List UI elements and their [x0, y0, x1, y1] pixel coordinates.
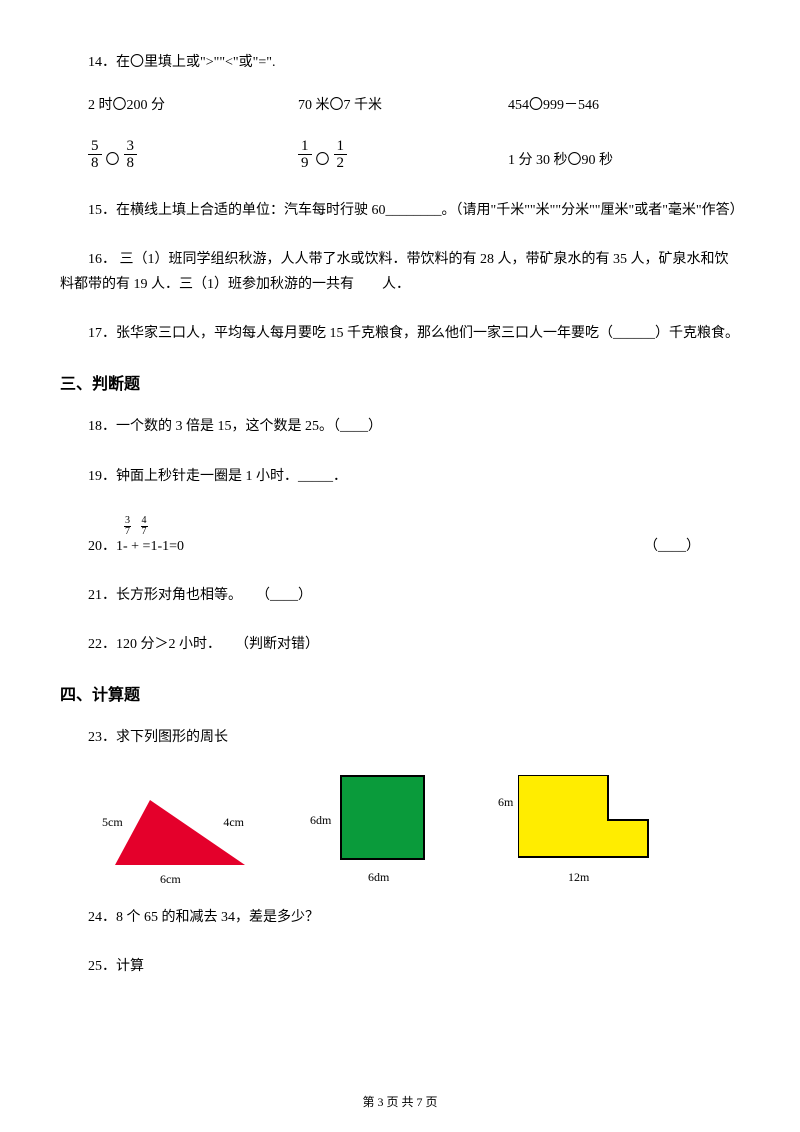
question-24: 24．8 个 65 的和减去 34，差是多少？ — [60, 905, 740, 930]
section-3-heading: 三、判断题 — [60, 370, 740, 394]
triangle-label-5cm: 5cm — [102, 815, 123, 830]
square-shape: 6dm 6dm — [310, 775, 450, 885]
page-footer: 第 3 页 共 7 页 — [0, 1093, 800, 1110]
triangle-label-6cm: 6cm — [160, 872, 181, 887]
shapes-row: 5cm 4cm 6cm 6dm 6dm 6m 12m — [90, 775, 740, 885]
q14-frac1: 58 〇 38 — [88, 138, 298, 172]
question-23: 23．求下列图形的周长 — [60, 725, 740, 750]
q14-row1: 2 时〇200 分 70 米〇7 千米 454〇999－546 — [88, 93, 740, 118]
question-18: 18．一个数的 3 倍是 15，这个数是 25。（____） — [60, 414, 740, 439]
question-25: 25．计算 — [60, 954, 740, 979]
lshape: 6m 12m — [500, 775, 670, 885]
question-14: 14．在〇里填上或">""<"或"=". 2 时〇200 分 70 米〇7 千米… — [60, 50, 740, 174]
lshape-label-12m: 12m — [568, 870, 589, 885]
q20-paren: （____） — [644, 534, 700, 559]
yellow-lshape — [518, 775, 653, 860]
q14-frac2: 19 〇 12 — [298, 138, 508, 172]
question-20: 37 47 20．1- + =1-1=0 （____） — [60, 513, 740, 559]
q20-expression: 20．1- + =1-1=0 — [88, 534, 644, 559]
q14-r2-c: 1 分 30 秒〇90 秒 — [508, 136, 718, 173]
q14-prompt: 14．在〇里填上或">""<"或"=". — [60, 50, 740, 75]
q14-r1-a: 2 时〇200 分 — [88, 93, 298, 118]
compare-circle: 〇 — [316, 148, 330, 173]
q14-row2: 58 〇 38 19 〇 12 1 分 30 秒〇90 秒 — [88, 136, 740, 173]
section-4-heading: 四、计算题 — [60, 681, 740, 705]
question-19: 19．钟面上秒针走一圈是 1 小时．_____． — [60, 464, 740, 489]
q14-r1-b: 70 米〇7 千米 — [298, 93, 508, 118]
question-16: 16． 三（1）班同学组织秋游，人人带了水或饮料．带饮料的有 28 人，带矿泉水… — [60, 247, 740, 297]
red-triangle — [115, 800, 245, 865]
triangle-shape: 5cm 4cm 6cm — [90, 785, 260, 885]
compare-circle: 〇 — [106, 148, 120, 173]
question-21: 21．长方形对角也相等。 （____） — [60, 583, 740, 608]
question-22: 22．120 分＞2 小时． （判断对错） — [60, 632, 740, 657]
question-15: 15．在横线上填上合适的单位：汽车每时行驶 60________。（请用"千米"… — [60, 198, 740, 223]
green-square — [340, 775, 425, 860]
square-label-side: 6dm — [310, 813, 331, 828]
square-label-bottom: 6dm — [368, 870, 389, 885]
q14-r1-c: 454〇999－546 — [508, 93, 718, 118]
triangle-label-4cm: 4cm — [223, 815, 244, 830]
lshape-label-6m: 6m — [498, 795, 513, 810]
question-17: 17．张华家三口人，平均每人每月要吃 15 千克粮食，那么他们一家三口人一年要吃… — [60, 321, 740, 346]
